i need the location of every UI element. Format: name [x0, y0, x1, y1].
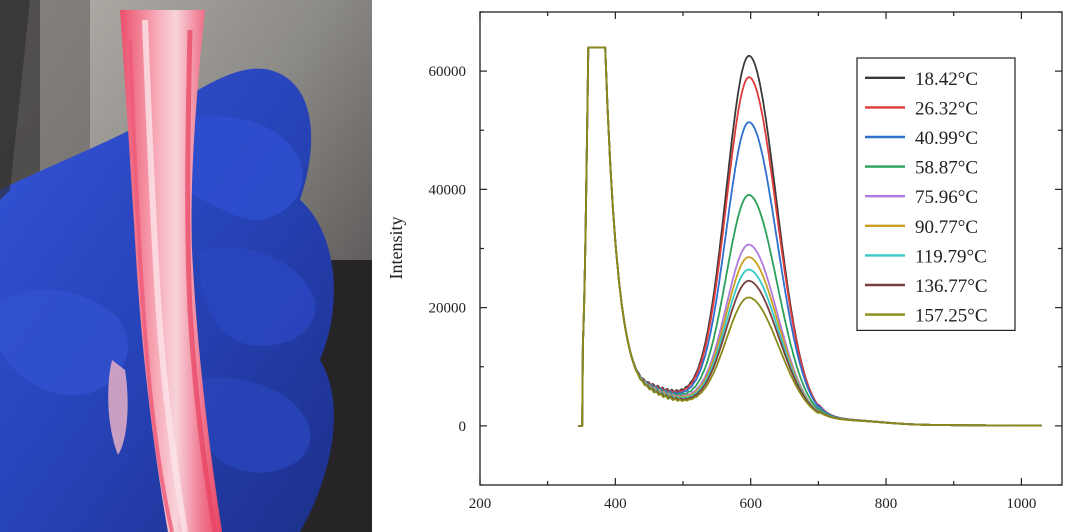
x-tick-label: 800: [875, 496, 898, 512]
chart-axes: 200 400 600 800 1000 0 20000 40000 60000: [429, 11, 1063, 512]
series-line: [577, 46, 1042, 427]
x-tick-label: 600: [739, 496, 762, 512]
legend-label: 90.77°C: [915, 217, 978, 238]
y-tick-label: 60000: [429, 64, 467, 80]
y-axis-title: Intensity: [386, 217, 406, 280]
legend-label: 40.99°C: [915, 128, 978, 149]
legend-label: 157.25°C: [915, 306, 988, 327]
legend-label: 26.32°C: [915, 98, 978, 119]
legend-label: 136.77°C: [915, 276, 988, 297]
fiber-photo: [0, 0, 372, 532]
y-tick-label: 20000: [429, 301, 467, 317]
y-tick-label: 0: [459, 419, 467, 435]
x-tick-label: 1000: [1006, 496, 1036, 512]
legend-label: 58.87°C: [915, 158, 978, 179]
x-tick-label: 200: [469, 496, 492, 512]
legend-label: 119.79°C: [915, 246, 987, 267]
legend-label: 75.96°C: [915, 187, 978, 208]
y-tick-label: 40000: [429, 182, 467, 198]
legend-label: 18.42°C: [915, 69, 978, 90]
x-tick-label: 400: [604, 496, 627, 512]
chart-series-lines: [577, 46, 1042, 427]
chart-legend: 18.42°C 26.32°C 40.99°C 58.87°C 75.96°C 90.77…: [856, 57, 1016, 331]
emission-spectra-chart: 200 400 600 800 1000 0 20000 40000 60000 18.42°C…: [386, 11, 1063, 512]
